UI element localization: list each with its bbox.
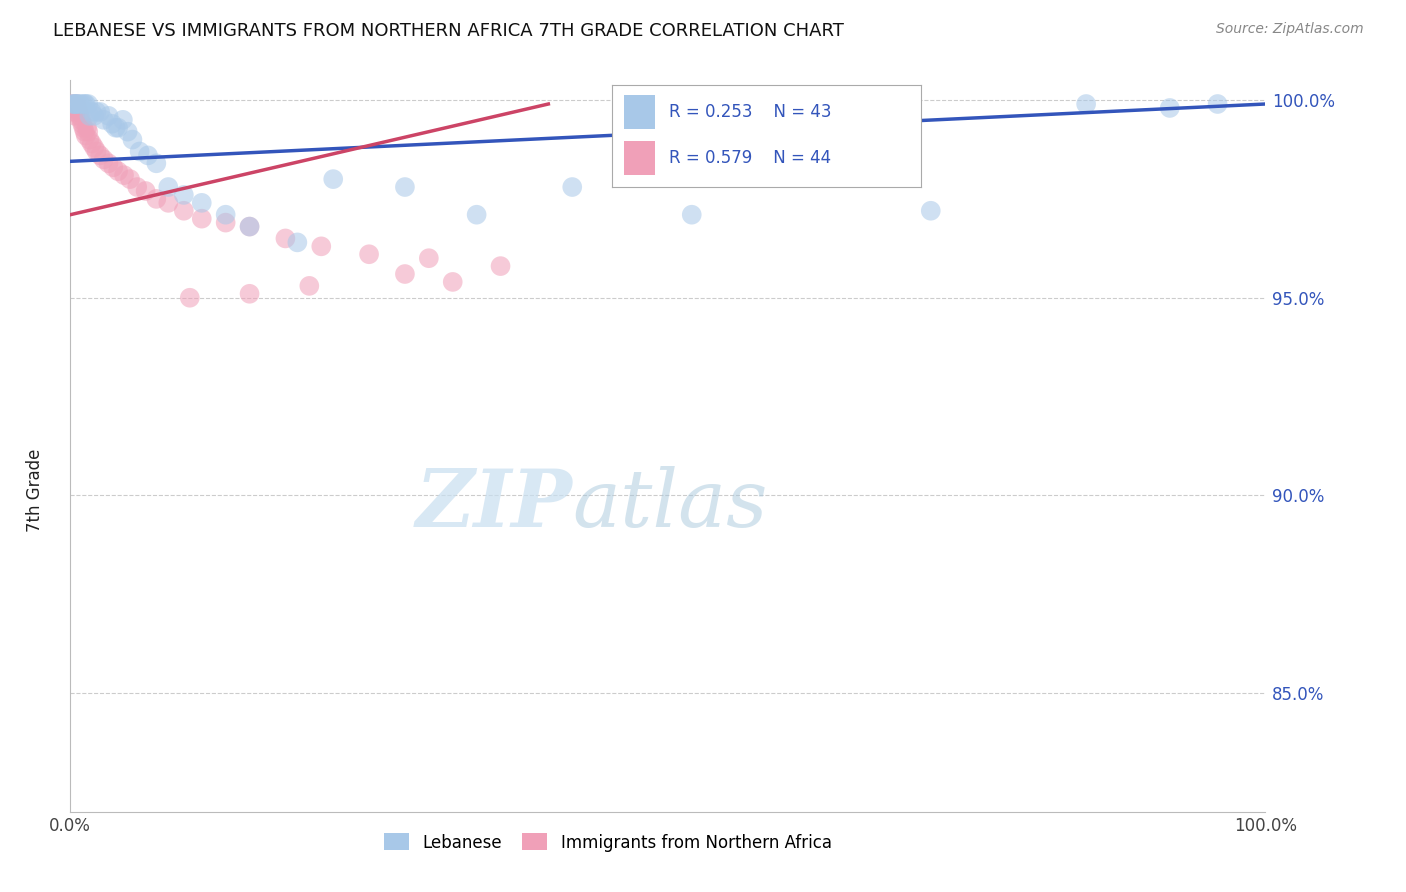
Point	[66, 97, 89, 112]
Point	[63, 97, 86, 112]
Point	[121, 132, 143, 146]
Point	[239, 286, 262, 301]
Point	[86, 104, 108, 119]
Point	[173, 188, 195, 202]
Point	[173, 203, 195, 218]
Bar	[624, 95, 655, 128]
Point	[75, 128, 97, 143]
Point	[75, 97, 97, 112]
Point	[80, 104, 103, 119]
Point	[287, 235, 309, 250]
Point	[107, 120, 129, 135]
Text: LEBANESE VS IMMIGRANTS FROM NORTHERN AFRICA 7TH GRADE CORRELATION CHART: LEBANESE VS IMMIGRANTS FROM NORTHERN AFR…	[53, 22, 844, 40]
Point	[128, 145, 150, 159]
Point	[418, 251, 440, 265]
Text: 7th Grade: 7th Grade	[27, 449, 44, 533]
Point	[145, 156, 167, 170]
Point	[145, 192, 167, 206]
Point	[104, 120, 127, 135]
Point	[69, 97, 91, 112]
Point	[89, 104, 111, 119]
Point	[127, 180, 149, 194]
Point	[191, 211, 214, 226]
Point	[1159, 101, 1181, 115]
Point	[69, 109, 91, 123]
Point	[101, 117, 124, 131]
Text: R = 0.253    N = 43: R = 0.253 N = 43	[669, 103, 831, 121]
Point	[83, 109, 105, 123]
Point	[135, 184, 157, 198]
Point	[77, 125, 100, 139]
Point	[239, 219, 262, 234]
Point	[322, 172, 344, 186]
Point	[394, 180, 416, 194]
Point	[70, 117, 93, 131]
Point	[79, 132, 101, 146]
Point	[1076, 97, 1098, 112]
Point	[136, 148, 159, 162]
Point	[191, 195, 214, 210]
Point	[117, 125, 139, 139]
Point	[920, 203, 942, 218]
Point	[157, 195, 180, 210]
Point	[157, 180, 180, 194]
Point	[73, 97, 96, 112]
Point	[76, 120, 98, 135]
Point	[79, 109, 101, 123]
Point	[63, 104, 86, 119]
Point	[1206, 97, 1229, 112]
Point	[66, 101, 89, 115]
Point	[65, 97, 87, 112]
Point	[107, 164, 129, 178]
Point	[561, 180, 583, 194]
Legend: Lebanese, Immigrants from Northern Africa: Lebanese, Immigrants from Northern Afric…	[378, 827, 838, 858]
Point	[97, 156, 120, 170]
Point	[89, 148, 111, 162]
Point	[214, 208, 236, 222]
Point	[70, 112, 93, 127]
Point	[112, 168, 135, 182]
Point	[120, 172, 141, 186]
Point	[465, 208, 488, 222]
Point	[179, 291, 201, 305]
Point	[239, 219, 262, 234]
Point	[80, 136, 103, 151]
Point	[489, 259, 512, 273]
Point	[394, 267, 416, 281]
Text: atlas: atlas	[572, 466, 768, 543]
Point	[441, 275, 464, 289]
Text: ZIP: ZIP	[415, 466, 572, 543]
Point	[93, 112, 115, 127]
Point	[70, 97, 93, 112]
Text: R = 0.579    N = 44: R = 0.579 N = 44	[669, 149, 831, 167]
Point	[93, 153, 115, 167]
Point	[63, 97, 86, 112]
Point	[97, 109, 120, 123]
Point	[813, 125, 835, 139]
Point	[214, 216, 236, 230]
Point	[359, 247, 381, 261]
Point	[67, 104, 90, 119]
Point	[73, 125, 96, 139]
Point	[274, 231, 297, 245]
Point	[60, 97, 83, 112]
Point	[298, 278, 321, 293]
Point	[309, 239, 333, 253]
Point	[63, 109, 86, 123]
Point	[776, 101, 799, 115]
Point	[72, 120, 94, 135]
Point	[111, 112, 134, 127]
Text: Source: ZipAtlas.com: Source: ZipAtlas.com	[1216, 22, 1364, 37]
Point	[86, 145, 108, 159]
Point	[65, 97, 87, 112]
Point	[62, 101, 84, 115]
Point	[77, 97, 100, 112]
Point	[681, 208, 703, 222]
Point	[62, 97, 84, 112]
Point	[103, 161, 125, 175]
Bar	[624, 141, 655, 175]
Point	[83, 140, 105, 154]
